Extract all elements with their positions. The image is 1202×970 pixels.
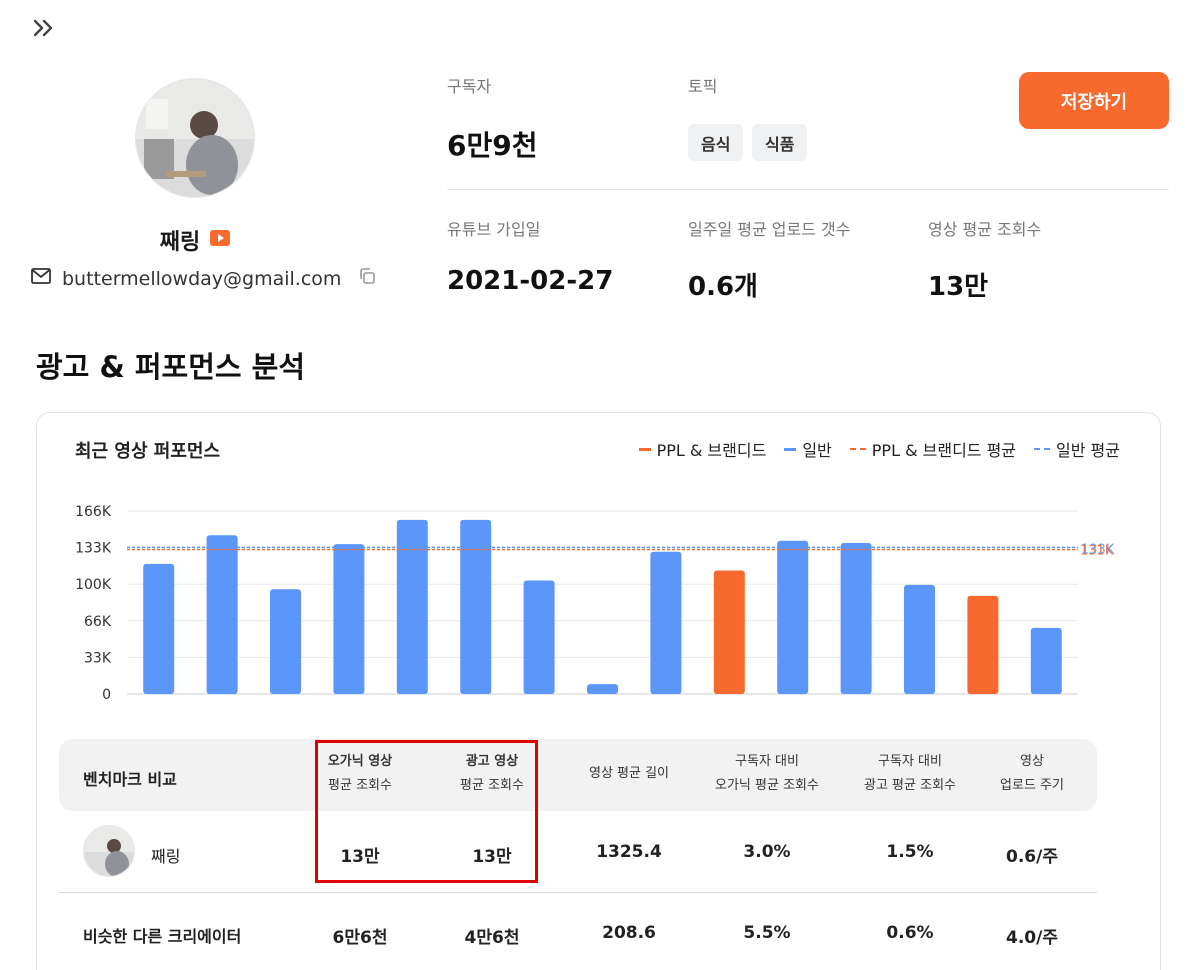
row-name: 째링 — [151, 847, 181, 866]
chart-legend: PPL & 브랜디드 일반 PPL & 브랜디드 평균 일반 평균 — [638, 437, 1120, 461]
bar — [650, 551, 682, 694]
y-tick-label: 166K — [75, 504, 112, 520]
bar — [967, 595, 999, 694]
table-cell: 0.6/주 — [1006, 847, 1058, 867]
expand-sidebar-button[interactable] — [28, 14, 60, 42]
bar — [333, 544, 365, 694]
avg-views-value: 13만 — [928, 272, 989, 302]
subscribers-value: 6만9천 — [447, 129, 538, 162]
avatar — [135, 78, 255, 198]
table-cell: 13만 — [472, 847, 512, 867]
bar — [713, 570, 745, 694]
header-avg-length: 영상 평균 길이 — [588, 766, 670, 781]
copy-icon[interactable] — [357, 266, 377, 291]
divider — [59, 892, 1097, 893]
table-cell: 13만 — [340, 847, 380, 867]
topic-tag: 음식 — [688, 124, 744, 161]
creator-profile: 째링 buttermellowday@gmail.com — [30, 78, 376, 290]
legend-item-normal[interactable]: 일반 — [784, 437, 832, 461]
header-upload-cycle: 영상 업로드 주기 — [1000, 754, 1064, 793]
table-cell: 4만6천 — [464, 928, 520, 948]
topic-label: 토픽 — [688, 77, 718, 96]
header-ad-views: 광고 영상 평균 조회수 — [460, 754, 524, 793]
bar — [143, 563, 175, 694]
benchmark-header — [59, 739, 1097, 811]
avg-label: 133K — [1081, 542, 1115, 557]
section-title: 광고 & 퍼포먼스 분석 — [36, 350, 306, 384]
legend-item-ppl[interactable]: PPL & 브랜디드 — [638, 437, 766, 461]
header-organic-ratio: 구독자 대비 오가닉 평균 조회수 — [715, 754, 819, 793]
y-tick-label: 33K — [84, 650, 112, 666]
joined-value: 2021-02-27 — [447, 266, 614, 296]
bar — [270, 589, 301, 694]
bar — [1030, 627, 1062, 694]
bar — [396, 519, 428, 694]
subscribers-label: 구독자 — [447, 77, 492, 96]
mail-icon — [30, 267, 52, 290]
bar — [904, 584, 935, 694]
table-cell: 6만6천 — [332, 928, 388, 948]
bar — [840, 542, 872, 694]
table-cell: 208.6 — [602, 923, 656, 943]
topic-tag: 식품 — [752, 124, 808, 161]
bar — [587, 684, 618, 694]
avg-label: 131K — [1080, 544, 1114, 559]
joined-label: 유튜브 가입일 — [447, 220, 541, 239]
row-name: 비슷한 다른 크리에이터 — [83, 927, 242, 946]
bar — [206, 535, 238, 694]
y-tick-label: 100K — [75, 577, 112, 593]
table-cell: 1.5% — [886, 842, 934, 862]
bar — [777, 540, 809, 694]
table-cell: 0.6% — [886, 923, 934, 943]
avatar — [83, 825, 135, 877]
email-row: buttermellowday@gmail.com — [30, 266, 377, 291]
creator-name: 째링 — [159, 230, 201, 255]
email-address: buttermellowday@gmail.com — [62, 267, 342, 290]
bar — [460, 519, 492, 694]
card-title: 최근 영상 퍼포먼스 — [75, 441, 221, 462]
legend-item-normal-avg[interactable]: 일반 평균 — [1034, 437, 1120, 461]
divider — [447, 189, 1169, 190]
weekly-upload-label: 일주일 평균 업로드 갯수 — [688, 220, 851, 239]
y-tick-label: 133K — [75, 541, 112, 557]
performance-card: 최근 영상 퍼포먼스 PPL & 브랜디드 일반 PPL & 브랜디드 평균 일… — [36, 412, 1161, 970]
save-button[interactable]: 저장하기 — [1019, 72, 1169, 129]
benchmark-title: 벤치마크 비교 — [83, 770, 177, 789]
table-cell: 4.0/주 — [1006, 928, 1058, 948]
header-organic-views: 오가닉 영상 평균 조회수 — [327, 754, 393, 793]
double-chevron-right-icon — [33, 19, 53, 37]
y-tick-label: 66K — [84, 614, 112, 630]
avg-views-label: 영상 평균 조회수 — [928, 220, 1042, 239]
highlight-box — [315, 740, 538, 883]
legend-item-ppl-avg[interactable]: PPL & 브랜디드 평균 — [849, 437, 1016, 461]
table-cell: 3.0% — [743, 842, 791, 862]
header-ad-ratio: 구독자 대비 광고 평균 조회수 — [864, 754, 956, 793]
table-cell: 5.5% — [743, 923, 791, 943]
weekly-upload-value: 0.6개 — [688, 272, 758, 302]
bar — [523, 580, 555, 694]
table-cell: 1325.4 — [596, 842, 662, 862]
youtube-icon — [210, 230, 231, 250]
y-tick-label: 0 — [102, 687, 111, 703]
